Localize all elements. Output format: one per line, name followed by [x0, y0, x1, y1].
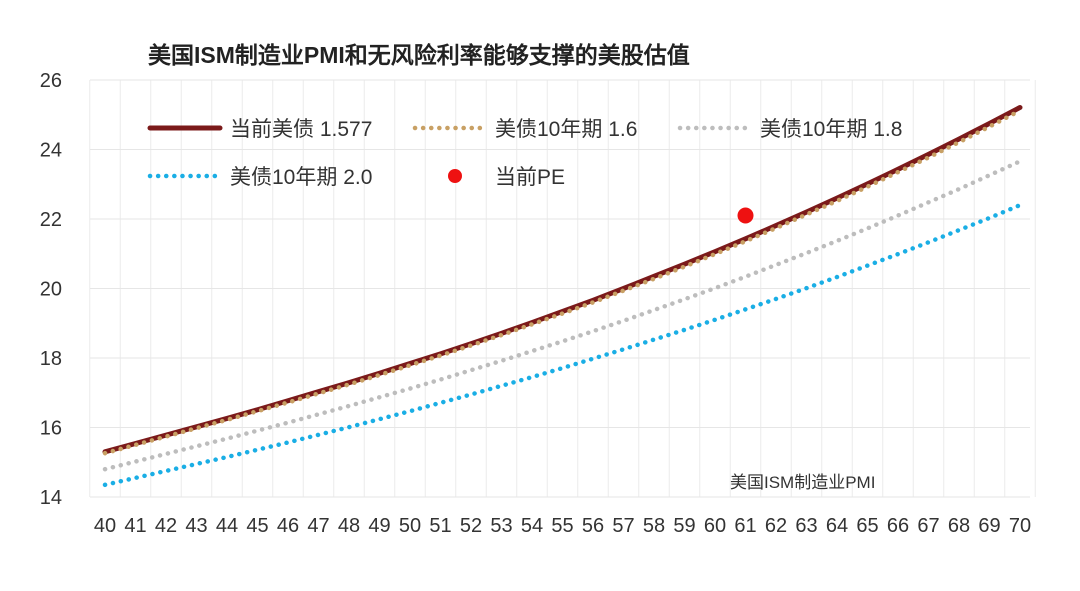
x-tick-label: 49	[368, 515, 390, 537]
x-tick-label: 58	[643, 515, 665, 537]
series-layer	[102, 104, 1023, 488]
x-tick-label: 66	[887, 515, 909, 537]
x-tick-label: 54	[521, 515, 543, 537]
x-tick-label: 42	[155, 515, 177, 537]
grid	[89, 79, 1036, 498]
x-tick-label: 50	[399, 515, 421, 537]
y-tick-label: 18	[40, 348, 62, 370]
x-tick-label: 65	[856, 515, 878, 537]
legend-item: 美债10年期 1.6	[412, 118, 637, 141]
legend-label: 当前美债 1.577	[230, 118, 372, 141]
y-tick-label: 22	[40, 209, 62, 231]
x-tick-label: 55	[551, 515, 573, 537]
y-tick-label: 24	[40, 140, 62, 162]
legend-label: 美债10年期 1.6	[495, 118, 637, 141]
x-tick-label: 46	[277, 515, 299, 537]
x-tick-label: 43	[185, 515, 207, 537]
series-line-1	[102, 108, 1023, 456]
y-tick-label: 20	[40, 279, 62, 301]
legend-item: 当前PE	[448, 166, 565, 189]
x-tick-label: 62	[765, 515, 787, 537]
x-tick-label: 67	[917, 515, 939, 537]
x-tick-label: 64	[826, 515, 848, 537]
x-tick-label: 40	[94, 515, 116, 537]
x-tick-label: 53	[490, 515, 512, 537]
x-tick-label: 52	[460, 515, 482, 537]
x-tick-label: 61	[734, 515, 756, 537]
x-tick-label: 47	[307, 515, 329, 537]
y-tick-label: 14	[40, 487, 62, 509]
legend-label: 美债10年期 1.8	[760, 118, 902, 141]
legend-swatch-point	[448, 169, 462, 183]
legend-label: 美债10年期 2.0	[230, 166, 372, 189]
legend-item: 美债10年期 1.8	[677, 118, 902, 141]
x-tick-label: 59	[673, 515, 695, 537]
series-line-0	[102, 104, 1023, 455]
axes: 14 16 18 20 22 24 26 40 41 42 43 44 45 46 47 48 49 50 51 52…	[40, 70, 1031, 537]
x-tick-label: 63	[795, 515, 817, 537]
legend-item: 当前美债 1.577	[147, 118, 372, 141]
x-tick-label: 60	[704, 515, 726, 537]
x-tick-label: 70	[1009, 515, 1031, 537]
x-tick-label: 56	[582, 515, 604, 537]
chart-title: 美国ISM制造业PMI和无风险利率能够支撑的美股估值	[148, 42, 690, 68]
x-tick-label: 45	[246, 515, 268, 537]
x-tick-label: 51	[429, 515, 451, 537]
x-tick-label: 41	[124, 515, 146, 537]
series-line-2	[102, 159, 1023, 472]
x-axis-label: 美国ISM制造业PMI	[730, 473, 875, 492]
series-line-3	[102, 202, 1023, 488]
x-tick-label: 57	[612, 515, 634, 537]
legend: 当前美债 1.577 美债10年期 1.6 美债10年期 1.8 美债10年期 2.0…	[147, 118, 902, 189]
current-pe-point	[737, 207, 754, 224]
y-tick-label: 16	[40, 418, 62, 440]
x-tick-label: 48	[338, 515, 360, 537]
y-tick-label: 26	[40, 70, 62, 92]
x-tick-label: 69	[978, 515, 1000, 537]
x-tick-label: 44	[216, 515, 238, 537]
legend-label: 当前PE	[495, 166, 565, 189]
x-tick-label: 68	[948, 515, 970, 537]
legend-item: 美债10年期 2.0	[147, 166, 372, 189]
